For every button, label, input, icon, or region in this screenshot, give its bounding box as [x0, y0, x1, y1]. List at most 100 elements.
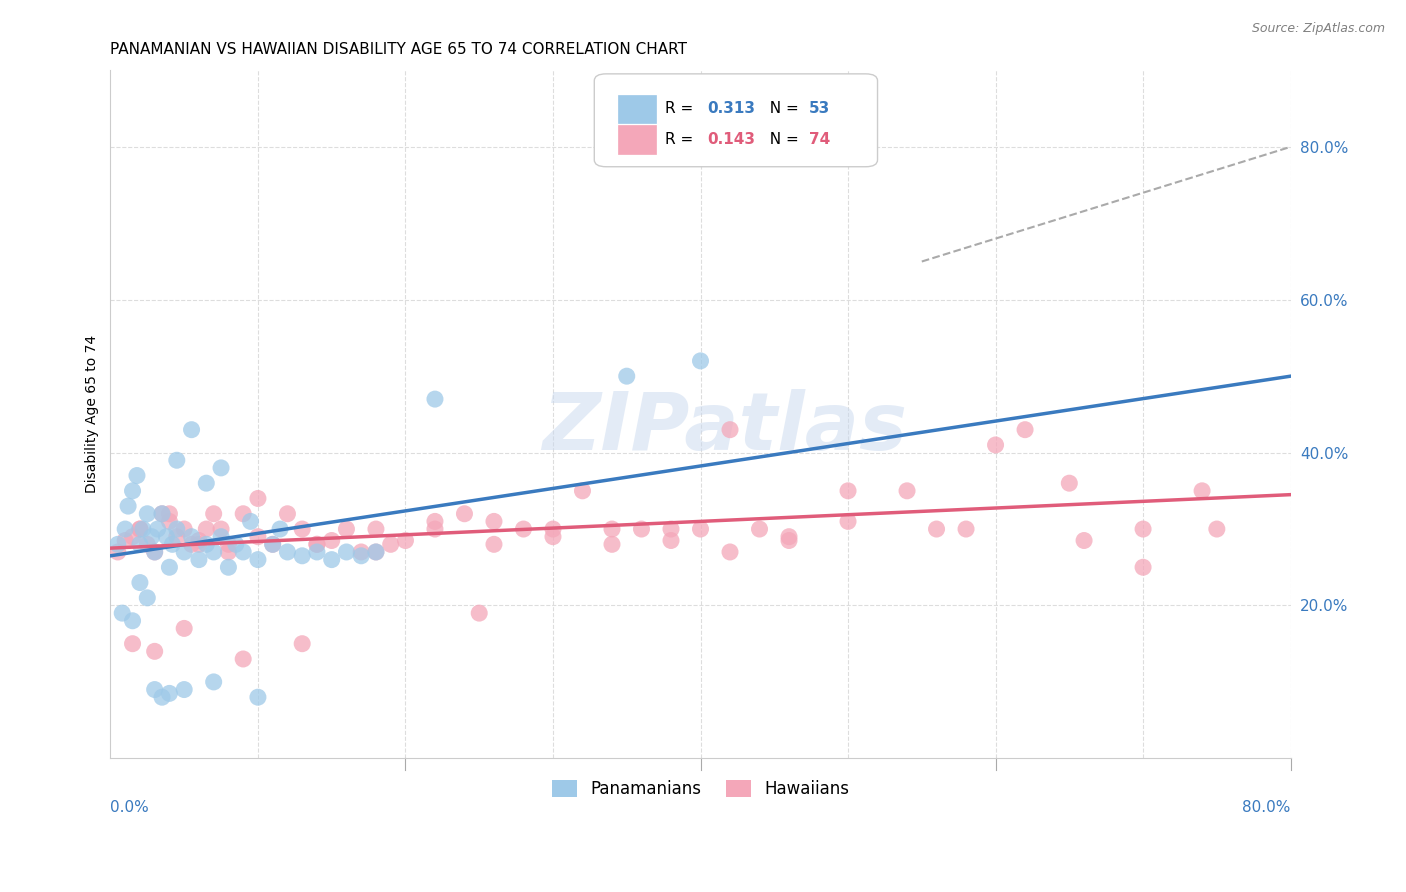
Point	[321, 533, 343, 548]
Point	[246, 690, 269, 705]
Text: ZIPatlas: ZIPatlas	[541, 389, 907, 467]
Point	[157, 515, 180, 529]
Point	[262, 537, 284, 551]
Point	[195, 537, 218, 551]
Point	[837, 483, 859, 498]
Point	[157, 560, 180, 574]
Point	[262, 537, 284, 551]
Point	[114, 533, 136, 548]
Text: 0.0%: 0.0%	[111, 799, 149, 814]
Point	[111, 606, 134, 620]
Text: R =: R =	[665, 102, 699, 117]
Point	[778, 533, 800, 548]
Point	[1132, 522, 1154, 536]
Point	[335, 545, 357, 559]
Point	[166, 453, 188, 467]
Point	[482, 537, 505, 551]
FancyBboxPatch shape	[595, 74, 877, 167]
Point	[541, 522, 564, 536]
Point	[150, 507, 173, 521]
Point	[291, 637, 314, 651]
Point	[350, 549, 373, 563]
Point	[837, 515, 859, 529]
Point	[1205, 522, 1227, 536]
Point	[202, 674, 225, 689]
Point	[423, 392, 446, 406]
Text: 80.0%: 80.0%	[1243, 799, 1291, 814]
Text: 74: 74	[808, 132, 831, 147]
Point	[180, 537, 202, 551]
Point	[364, 545, 387, 559]
Point	[239, 515, 262, 529]
Point	[107, 537, 129, 551]
Point	[246, 491, 269, 506]
Point	[571, 483, 593, 498]
Point	[512, 522, 534, 536]
Point	[541, 530, 564, 544]
Point	[955, 522, 977, 536]
Point	[162, 537, 184, 551]
Point	[321, 552, 343, 566]
Point	[778, 530, 800, 544]
Point	[659, 533, 682, 548]
Point	[146, 522, 169, 536]
Point	[180, 530, 202, 544]
Point	[166, 522, 188, 536]
Point	[157, 686, 180, 700]
Point	[143, 644, 166, 658]
Point	[155, 530, 177, 544]
Point	[232, 545, 254, 559]
Point	[173, 682, 195, 697]
Point	[173, 545, 195, 559]
Point	[1059, 476, 1081, 491]
Text: N =: N =	[759, 132, 803, 147]
Point	[157, 507, 180, 521]
Point	[132, 522, 155, 536]
Point	[173, 522, 195, 536]
Point	[180, 423, 202, 437]
Point	[136, 591, 159, 605]
Point	[380, 537, 402, 551]
Point	[1191, 483, 1213, 498]
Legend: Panamanians, Hawaiians: Panamanians, Hawaiians	[546, 773, 856, 805]
Point	[984, 438, 1007, 452]
Point	[143, 682, 166, 697]
Point	[195, 522, 218, 536]
Point	[195, 476, 218, 491]
Text: R =: R =	[665, 132, 699, 147]
Text: PANAMANIAN VS HAWAIIAN DISABILITY AGE 65 TO 74 CORRELATION CHART: PANAMANIAN VS HAWAIIAN DISABILITY AGE 65…	[111, 42, 688, 57]
Point	[129, 537, 152, 551]
Point	[114, 522, 136, 536]
Point	[468, 606, 491, 620]
Point	[600, 537, 623, 551]
Point	[125, 468, 148, 483]
Point	[150, 690, 173, 705]
Point	[689, 522, 711, 536]
Point	[630, 522, 652, 536]
Text: 0.143: 0.143	[707, 132, 755, 147]
Point	[291, 549, 314, 563]
Point	[453, 507, 475, 521]
Point	[925, 522, 948, 536]
Point	[141, 530, 163, 544]
Point	[121, 483, 143, 498]
Point	[121, 637, 143, 651]
Point	[143, 545, 166, 559]
Point	[217, 537, 239, 551]
FancyBboxPatch shape	[617, 95, 655, 123]
Point	[600, 522, 623, 536]
Point	[107, 545, 129, 559]
Point	[129, 575, 152, 590]
Point	[129, 522, 152, 536]
Point	[121, 614, 143, 628]
Point	[350, 545, 373, 559]
Point	[305, 545, 328, 559]
Point	[482, 515, 505, 529]
Point	[269, 522, 291, 536]
Point	[896, 483, 918, 498]
Point	[232, 652, 254, 666]
Point	[121, 530, 143, 544]
Point	[659, 522, 682, 536]
Point	[1014, 423, 1036, 437]
Point	[129, 522, 152, 536]
